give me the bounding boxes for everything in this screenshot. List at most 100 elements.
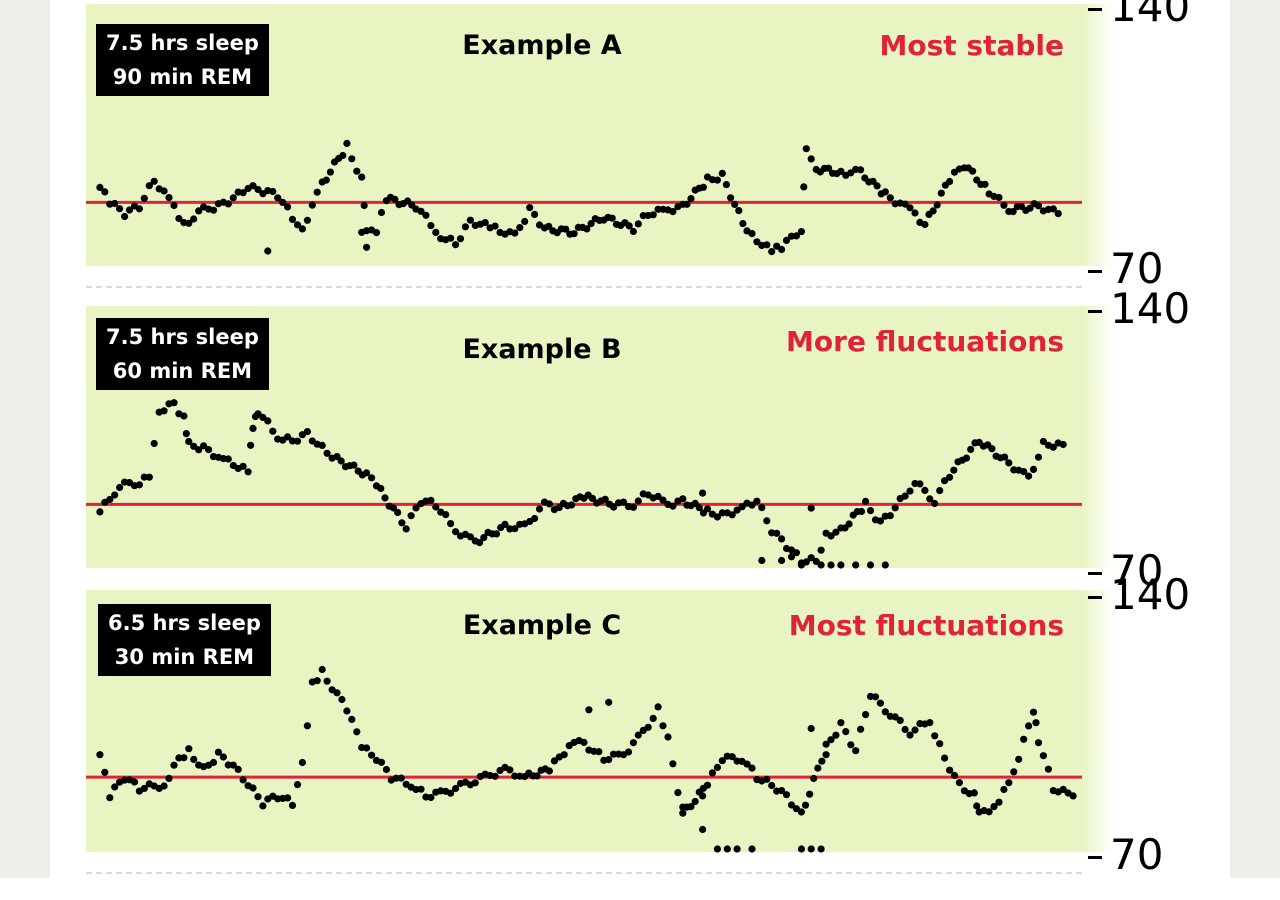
- data-point: [452, 784, 460, 793]
- data-point: [481, 219, 489, 227]
- data-point: [101, 768, 109, 776]
- data-point: [817, 845, 825, 853]
- sleep-info-box: 7.5 hrs sleep 90 min REM: [96, 24, 269, 96]
- data-point: [1010, 768, 1018, 776]
- data-point: [988, 445, 996, 453]
- data-point: [800, 183, 808, 191]
- data-point: [363, 744, 371, 752]
- data-point: [432, 228, 440, 236]
- data-point: [545, 767, 553, 775]
- data-point: [1034, 739, 1043, 747]
- data-point: [634, 731, 642, 739]
- data-point: [350, 461, 358, 469]
- data-point: [713, 176, 722, 184]
- data-point: [363, 243, 371, 251]
- data-point: [946, 473, 954, 481]
- data-point: [480, 534, 488, 542]
- data-point: [170, 201, 178, 210]
- data-point: [150, 439, 158, 448]
- data-point: [967, 445, 975, 453]
- data-point: [748, 764, 756, 772]
- data-point: [1054, 210, 1062, 218]
- chart-panel-example-a: 7.5 hrs sleep 90 min REM Example A Most …: [86, 0, 1204, 290]
- data-point: [1005, 459, 1013, 467]
- data-point: [476, 539, 484, 547]
- rem-minutes-label: 60 min REM: [112, 359, 253, 383]
- data-point: [699, 825, 707, 834]
- data-point: [610, 503, 618, 511]
- data-point: [797, 845, 806, 853]
- data-point: [852, 561, 860, 569]
- data-point: [1020, 468, 1028, 476]
- data-point: [723, 845, 731, 853]
- data-point: [398, 519, 406, 527]
- data-point: [941, 754, 949, 762]
- data-point: [447, 520, 455, 528]
- data-point: [792, 549, 801, 557]
- data-point: [832, 731, 840, 739]
- data-point: [1059, 440, 1067, 449]
- data-point: [239, 189, 247, 197]
- data-point: [778, 535, 786, 543]
- tick-dash: [1088, 856, 1102, 859]
- data-point: [862, 711, 870, 719]
- data-point: [1020, 735, 1028, 743]
- data-point: [822, 740, 830, 748]
- data-point: [427, 222, 435, 230]
- data-point: [669, 208, 677, 216]
- data-point: [847, 741, 855, 749]
- data-point: [427, 496, 435, 504]
- data-point: [1039, 752, 1047, 760]
- data-point: [1000, 201, 1008, 209]
- data-point: [619, 498, 628, 506]
- data-point: [1025, 472, 1033, 480]
- data-point: [381, 494, 389, 502]
- data-point: [195, 446, 203, 454]
- data-point: [654, 492, 662, 500]
- data-point: [933, 201, 941, 209]
- data-point: [687, 803, 695, 811]
- y-tick-bottom: 70: [1088, 550, 1163, 592]
- plot-edge-fade: [1082, 4, 1114, 266]
- data-point: [466, 533, 474, 541]
- data-point: [313, 677, 321, 685]
- data-point: [881, 561, 889, 569]
- data-point: [837, 719, 845, 727]
- data-point: [339, 151, 347, 160]
- data-point: [391, 195, 399, 203]
- data-point: [491, 222, 499, 230]
- data-point: [946, 766, 954, 774]
- data-point: [214, 748, 222, 756]
- data-point: [787, 553, 796, 561]
- data-point: [876, 517, 885, 525]
- data-point: [718, 757, 726, 765]
- data-point: [718, 169, 726, 177]
- data-point: [205, 446, 213, 454]
- data-point: [185, 437, 193, 446]
- data-point: [695, 504, 703, 512]
- data-point: [466, 216, 474, 224]
- panel-separator: [86, 286, 1082, 288]
- data-point: [160, 407, 168, 415]
- data-point: [1026, 204, 1034, 212]
- y-tick-label: 70: [1110, 830, 1164, 879]
- data-point: [313, 188, 321, 196]
- data-point: [190, 215, 198, 223]
- data-point: [106, 794, 114, 802]
- data-point: [644, 723, 652, 731]
- chart-panel-example-c: 6.5 hrs sleep 30 min REM Example C Most …: [86, 574, 1204, 879]
- data-point: [219, 753, 227, 761]
- data-point: [293, 781, 302, 789]
- data-point: [101, 188, 109, 196]
- data-point: [195, 207, 203, 215]
- data-point: [763, 241, 771, 249]
- data-point: [224, 200, 232, 208]
- data-point: [946, 177, 954, 186]
- data-point: [180, 412, 188, 420]
- rem-minutes-label: 30 min REM: [114, 645, 255, 669]
- data-point: [950, 771, 959, 779]
- data-point: [629, 227, 638, 236]
- plot-edge-fade: [1082, 306, 1114, 568]
- data-point: [699, 792, 707, 800]
- data-point: [852, 747, 860, 755]
